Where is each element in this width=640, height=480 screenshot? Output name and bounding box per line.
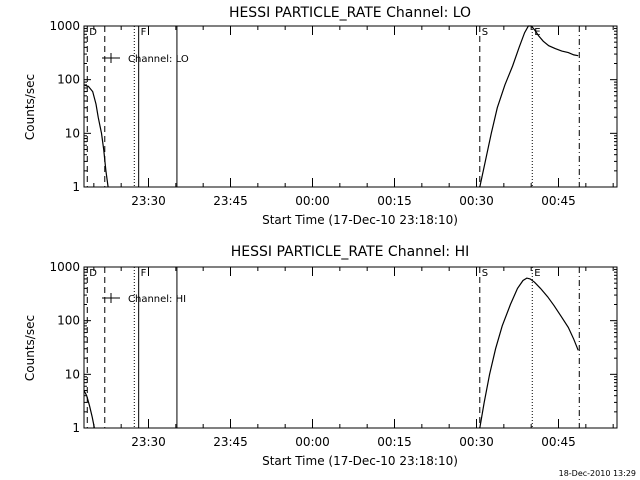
legend-label: Channel: HI bbox=[128, 294, 186, 305]
footer-timestamp: 18-Dec-2010 13:29 bbox=[559, 469, 636, 478]
x-axis-label: Start Time (17-Dec-10 23:18:10) bbox=[262, 454, 458, 468]
plot-frame bbox=[83, 25, 618, 188]
marker-label: E bbox=[534, 27, 540, 38]
x-tick-label: 23:30 bbox=[131, 194, 166, 208]
y-tick-label: 10 bbox=[65, 126, 80, 140]
y-tick-label: 1 bbox=[72, 180, 80, 194]
plot-area: 1 10 100 1000 23:30 23:45 00:00 00:15 00:30 00:45… bbox=[49, 260, 618, 449]
marker-label: F bbox=[141, 27, 147, 38]
y-tick-label: 1000 bbox=[49, 260, 80, 274]
y-tick-label: 1000 bbox=[49, 19, 80, 33]
marker-label: F bbox=[141, 268, 147, 279]
y-tick-label: 10 bbox=[65, 367, 80, 381]
x-tick-label: 00:15 bbox=[377, 194, 412, 208]
y-axis-label: Counts/sec bbox=[23, 74, 37, 140]
plot-frame bbox=[83, 266, 618, 429]
marker-label: D bbox=[89, 27, 97, 38]
data-series-line bbox=[83, 84, 109, 188]
chart-panel-lo: HESSI PARTICLE_RATE Channel: LO Start Ti… bbox=[23, 5, 618, 227]
chart-title: HESSI PARTICLE_RATE Channel: HI bbox=[231, 244, 469, 260]
marker-label: D bbox=[89, 268, 97, 279]
marker-label: S bbox=[482, 268, 488, 279]
y-axis-label: Counts/sec bbox=[23, 315, 37, 381]
x-tick-label: 00:00 bbox=[295, 194, 330, 208]
y-tick-label: 100 bbox=[57, 314, 80, 328]
marker-label: S bbox=[482, 27, 488, 38]
x-tick-label: 00:45 bbox=[541, 194, 576, 208]
marker-label: E bbox=[534, 268, 540, 279]
y-tick-label: 1 bbox=[72, 421, 80, 435]
x-axis-label: Start Time (17-Dec-10 23:18:10) bbox=[262, 213, 458, 227]
x-tick-label: 00:30 bbox=[459, 435, 494, 449]
legend-label: Channel: LO bbox=[128, 54, 189, 65]
y-tick-label: 100 bbox=[57, 73, 80, 87]
x-tick-label: 00:15 bbox=[377, 435, 412, 449]
x-tick-label: 23:45 bbox=[213, 194, 248, 208]
chart-title: HESSI PARTICLE_RATE Channel: LO bbox=[229, 5, 471, 21]
data-series-line bbox=[479, 25, 579, 188]
chart-panel-hi: HESSI PARTICLE_RATE Channel: HI Start Ti… bbox=[23, 244, 618, 468]
data-series-line bbox=[83, 390, 95, 429]
plot-area: 1 10 100 1000 23:30 23:45 00:00 00:15 00:30 00:45… bbox=[49, 19, 618, 208]
x-tick-label: 00:00 bbox=[295, 435, 330, 449]
x-tick-label: 23:30 bbox=[131, 435, 166, 449]
data-series-line bbox=[479, 277, 579, 429]
x-tick-label: 00:30 bbox=[459, 194, 494, 208]
x-tick-label: 23:45 bbox=[213, 435, 248, 449]
x-tick-label: 00:45 bbox=[541, 435, 576, 449]
